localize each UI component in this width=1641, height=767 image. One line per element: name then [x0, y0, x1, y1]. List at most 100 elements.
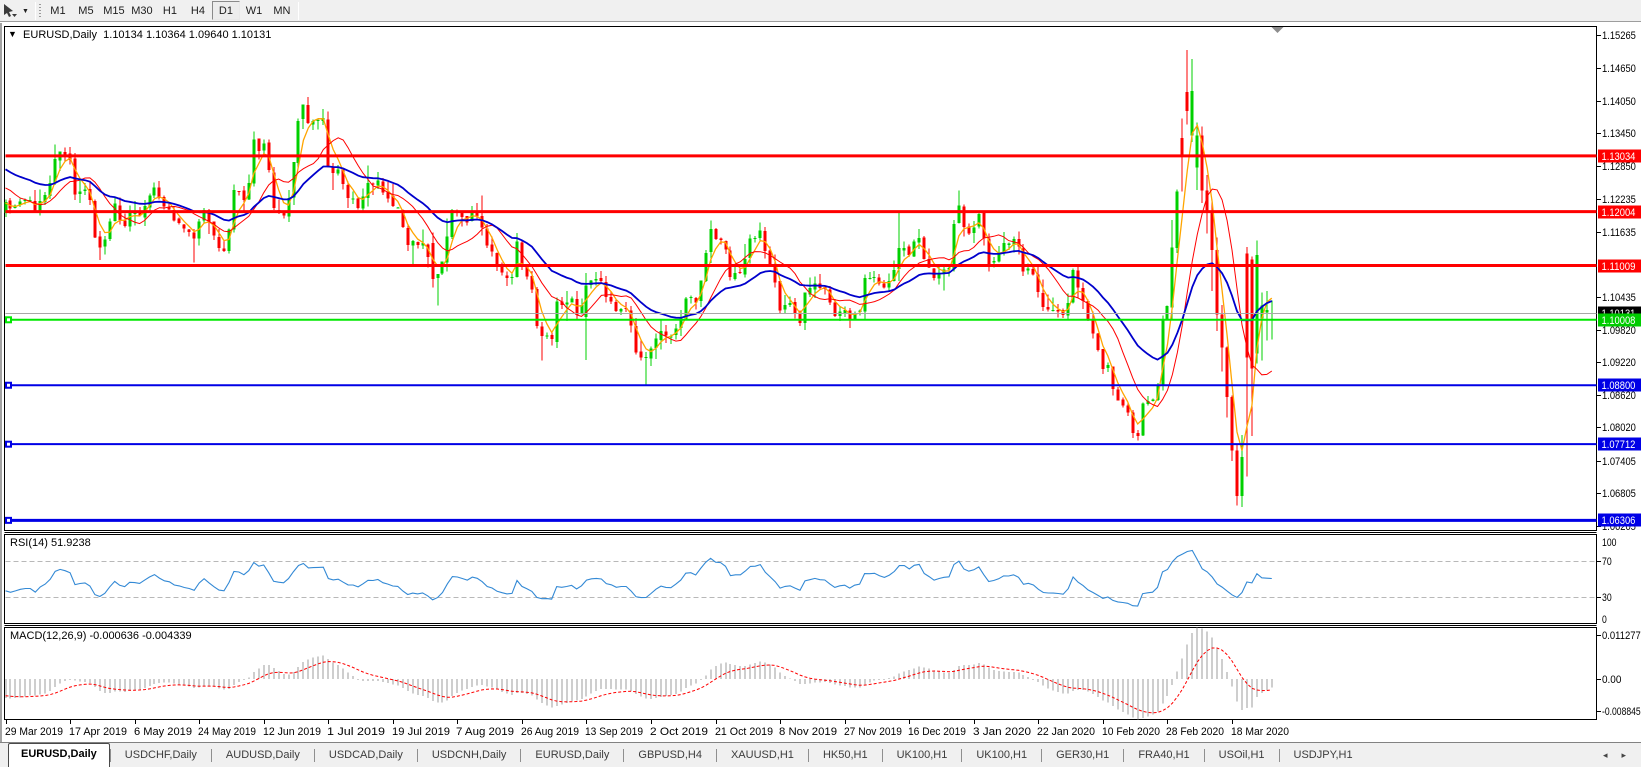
candle-body-down[interactable]: [73, 158, 77, 195]
candle-body-down[interactable]: [1111, 366, 1115, 390]
candle-body-up[interactable]: [470, 212, 474, 222]
candle-body-up[interactable]: [1175, 191, 1179, 249]
candle-body-up[interactable]: [902, 248, 906, 251]
timeframe-button-h4[interactable]: H4: [190, 5, 205, 17]
candle-body-down[interactable]: [480, 215, 484, 228]
candle-body-up[interactable]: [654, 338, 658, 349]
timeframe-button-mn[interactable]: MN: [273, 5, 291, 17]
candle-body-up[interactable]: [202, 210, 206, 221]
candle-body-down[interactable]: [212, 221, 216, 236]
chart-tab-gbpusd-h4[interactable]: GBPUSD,H4: [638, 749, 702, 761]
ma-line-ma-slow[interactable]: [5, 165, 1273, 361]
candle-body-down[interactable]: [982, 212, 986, 238]
timeframe-button-m5[interactable]: M5: [78, 5, 94, 17]
candle-body-up[interactable]: [1051, 309, 1055, 311]
candle-body-up[interactable]: [1151, 399, 1155, 401]
candle-body-up[interactable]: [1161, 320, 1165, 386]
timeframe-button-h1[interactable]: H1: [162, 5, 177, 17]
candle-body-down[interactable]: [629, 310, 633, 326]
candle-body-up[interactable]: [565, 302, 569, 305]
candle-body-down[interactable]: [664, 331, 668, 336]
candle-body-down[interactable]: [1200, 135, 1204, 191]
candle-body-up[interactable]: [689, 296, 693, 299]
candle-body-down[interactable]: [798, 312, 802, 323]
candle-body-up[interactable]: [1170, 247, 1174, 308]
chart-tab-usdcnh-daily[interactable]: USDCNH,Daily: [431, 749, 507, 761]
candle-body-up[interactable]: [709, 229, 713, 253]
candle-body-up[interactable]: [128, 211, 132, 227]
candle-body-up[interactable]: [1195, 135, 1199, 168]
candle-body-down[interactable]: [907, 246, 911, 256]
candle-body-down[interactable]: [1086, 300, 1090, 321]
candle-body-up[interactable]: [843, 309, 847, 313]
candle-body-up[interactable]: [411, 241, 415, 246]
candle-body-up[interactable]: [436, 274, 440, 278]
candle-body-down[interactable]: [987, 238, 991, 265]
candle-body-up[interactable]: [28, 199, 32, 201]
candle-body-up[interactable]: [580, 305, 584, 315]
candle-body-down[interactable]: [237, 191, 241, 193]
candle-body-down[interactable]: [217, 236, 221, 249]
candle-body-down[interactable]: [530, 276, 534, 290]
candle-body-up[interactable]: [644, 357, 648, 359]
candle-body-down[interactable]: [187, 229, 191, 233]
candle-body-up[interactable]: [311, 120, 315, 125]
candle-body-up[interactable]: [227, 229, 231, 252]
candle-body-up[interactable]: [659, 331, 663, 340]
tab-scroll-left-icon[interactable]: ◂: [1602, 750, 1622, 760]
candle-body-up[interactable]: [992, 260, 996, 263]
candle-body-up[interactable]: [545, 335, 549, 337]
candle-body-down[interactable]: [157, 187, 161, 198]
candle-body-up[interactable]: [376, 180, 380, 186]
candle-body-up[interactable]: [1106, 365, 1110, 368]
candle-body-down[interactable]: [1096, 333, 1100, 351]
candle-body-down[interactable]: [525, 264, 529, 277]
candle-body-up[interactable]: [1240, 456, 1244, 496]
candle-body-down[interactable]: [98, 236, 102, 248]
candle-body-up[interactable]: [287, 197, 291, 217]
candle-body-up[interactable]: [977, 214, 981, 227]
candle-body-up[interactable]: [1071, 269, 1075, 303]
candle-body-down[interactable]: [8, 200, 12, 209]
candle-body-down[interactable]: [1091, 320, 1095, 334]
candle-body-up[interactable]: [957, 205, 961, 223]
candle-body-up[interactable]: [997, 254, 1001, 262]
candle-body-down[interactable]: [535, 289, 539, 327]
candle-body-up[interactable]: [783, 304, 787, 310]
candle-body-up[interactable]: [1165, 306, 1169, 320]
candle-body-up[interactable]: [43, 194, 47, 202]
candle-body-up[interactable]: [361, 196, 365, 209]
candle-body-up[interactable]: [48, 183, 52, 197]
candle-body-down[interactable]: [1081, 287, 1085, 302]
candle-body-down[interactable]: [599, 278, 603, 282]
candle-body-up[interactable]: [83, 189, 87, 192]
chart-tab-usdcad-daily[interactable]: USDCAD,Daily: [328, 749, 403, 761]
candle-body-up[interactable]: [1026, 268, 1030, 271]
candle-body-up[interactable]: [679, 318, 683, 329]
candle-body-down[interactable]: [346, 185, 350, 198]
candle-body-up[interactable]: [972, 227, 976, 234]
chart-collapse-icon[interactable]: ▼: [8, 29, 17, 39]
candle-body-down[interactable]: [634, 325, 638, 353]
candle-body-down[interactable]: [882, 283, 886, 288]
candle-body-up[interactable]: [445, 236, 449, 263]
candle-body-down[interactable]: [391, 195, 395, 206]
candle-body-up[interactable]: [366, 183, 370, 199]
candle-body-down[interactable]: [1136, 432, 1140, 437]
candle-body-down[interactable]: [401, 209, 405, 228]
candle-body-down[interactable]: [356, 198, 360, 209]
candle-body-down[interactable]: [1215, 249, 1219, 315]
candle-body-up[interactable]: [38, 201, 42, 214]
candle-body-down[interactable]: [1121, 399, 1125, 406]
candle-body-up[interactable]: [78, 191, 82, 195]
candle-body-up[interactable]: [649, 348, 653, 359]
chart-tab-ger30-h1[interactable]: GER30,H1: [1056, 749, 1110, 761]
chart-tab-fra40-h1[interactable]: FRA40,H1: [1138, 749, 1190, 761]
candle-body-down[interactable]: [490, 244, 494, 252]
candle-body-down[interactable]: [1031, 268, 1035, 275]
rsi-line[interactable]: [5, 549, 1272, 607]
candle-body-down[interactable]: [1235, 450, 1239, 496]
candle-body-down[interactable]: [371, 183, 375, 185]
candle-body-down[interactable]: [242, 190, 246, 200]
candle-body-down[interactable]: [1101, 349, 1105, 369]
